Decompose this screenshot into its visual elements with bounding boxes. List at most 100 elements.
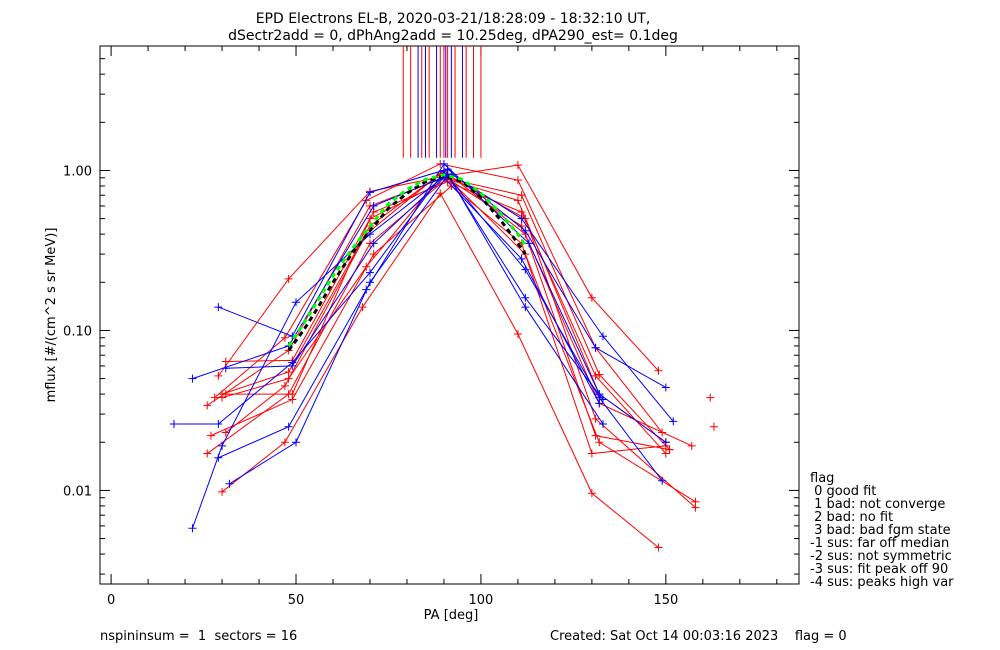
red-data-point (221, 357, 230, 366)
red-data-point (280, 333, 289, 342)
red-data-point (513, 196, 522, 205)
blue-data-point (591, 343, 600, 352)
blue-data-point (169, 420, 178, 429)
red-data-point (284, 374, 293, 383)
legend-item: -3 sus: fit peak off 90 (810, 562, 948, 577)
blue-series-line (173, 171, 663, 482)
blue-data-point (214, 420, 223, 429)
blue-data-point (521, 293, 530, 302)
title-line-1: EPD Electrons EL-B, 2020-03-21/18:28:09 … (256, 11, 651, 27)
red-data-point (591, 414, 600, 423)
red-data-point (709, 422, 718, 431)
blue-data-point (598, 420, 607, 429)
x-tick-label: 100 (469, 593, 494, 608)
data-marks: 0 50 100 150 0.01 0.10 1.00 (63, 45, 799, 608)
blue-series-line (218, 163, 667, 459)
red-data-point (665, 445, 674, 454)
legend-item: 3 bad: bad fgm state (810, 523, 951, 538)
blue-data-point (214, 303, 223, 312)
red-data-point (206, 431, 215, 440)
red-data-point (218, 487, 227, 496)
blue-data-point (188, 524, 197, 533)
legend-item: 0 good fit (810, 484, 876, 499)
blue-data-point (288, 361, 297, 370)
x-tick-label: 150 (653, 593, 678, 608)
blue-data-point (521, 303, 530, 312)
red-data-point (587, 293, 596, 302)
blue-data-point (521, 226, 530, 235)
red-data-point (687, 441, 696, 450)
blue-data-point (439, 159, 448, 168)
y-tick-label: 0.10 (63, 324, 92, 339)
blue-data-point (661, 438, 670, 447)
red-data-point (362, 262, 371, 271)
blue-data-point (221, 364, 230, 373)
red-data-point (706, 393, 715, 402)
red-data-point (214, 371, 223, 380)
red-data-point (591, 371, 600, 380)
red-data-point (203, 401, 212, 410)
legend-item: -4 sus: peaks high var (810, 575, 954, 590)
legend-item: -1 sus: far off median (810, 536, 949, 551)
x-tick-label: 0 (107, 593, 115, 608)
red-data-point (365, 214, 374, 223)
red-data-point (221, 390, 230, 399)
red-data-point (654, 366, 663, 375)
footer-right: Created: Sat Oct 14 00:03:16 2023 flag =… (550, 629, 847, 644)
blue-series-line (218, 168, 667, 388)
blue-data-point (521, 265, 530, 274)
blue-data-point (365, 268, 374, 277)
x-axis-label: PA [deg] (424, 608, 479, 623)
red-data-point (517, 191, 526, 200)
red-data-point (513, 176, 522, 185)
blue-data-point (369, 201, 378, 210)
blue-data-point (661, 383, 670, 392)
red-data-point (284, 274, 293, 283)
blue-series-line (225, 177, 600, 404)
blue-data-point (292, 298, 301, 307)
blue-series-line (229, 174, 604, 485)
legend-item: 2 bad: no fit (810, 510, 893, 525)
blue-data-point (214, 453, 223, 462)
red-data-point (513, 330, 522, 339)
red-data-point (587, 489, 596, 498)
blue-data-point (369, 239, 378, 248)
red-data-point (691, 503, 700, 512)
green-fit-curve (287, 173, 527, 347)
red-data-point (654, 543, 663, 552)
blue-data-point (218, 441, 227, 450)
blue-data-point (598, 395, 607, 404)
red-data-point (595, 370, 604, 379)
blue-data-point (188, 374, 197, 383)
blue-data-point (598, 332, 607, 341)
legend: flag 0 good fit 1 bad: not converge 2 ba… (810, 471, 954, 590)
y-tick-label: 1.00 (63, 164, 92, 179)
red-data-point (280, 438, 289, 447)
y-tick-label: 0.01 (63, 484, 92, 499)
blue-data-point (225, 479, 234, 488)
legend-item: 1 bad: not converge (810, 497, 945, 512)
title-line-2: dSectr2add = 0, dPhAng2add = 10.25deg, d… (228, 28, 678, 44)
blue-data-point (365, 278, 374, 287)
red-data-point (595, 438, 604, 447)
red-data-point (280, 381, 289, 390)
black-fit-curve (287, 173, 527, 352)
red-series-line (210, 185, 666, 455)
red-data-point (362, 196, 371, 205)
red-data-point (358, 303, 367, 312)
legend-item: -2 sus: not symmetric (810, 549, 952, 564)
red-data-point (203, 449, 212, 458)
blue-data-point (595, 399, 604, 408)
blue-series-line (191, 173, 604, 529)
blue-data-point (292, 438, 301, 447)
y-axis-label: mflux [#/(cm^2 s sr MeV)] (44, 228, 59, 403)
footer-left: nspininsum = 1 sectors = 16 (100, 629, 297, 644)
legend-title: flag (810, 471, 834, 486)
blue-series-line (192, 173, 674, 422)
red-series-line (206, 177, 670, 450)
blue-data-point (525, 239, 534, 248)
blue-data-point (517, 254, 526, 263)
red-data-point (218, 393, 227, 402)
